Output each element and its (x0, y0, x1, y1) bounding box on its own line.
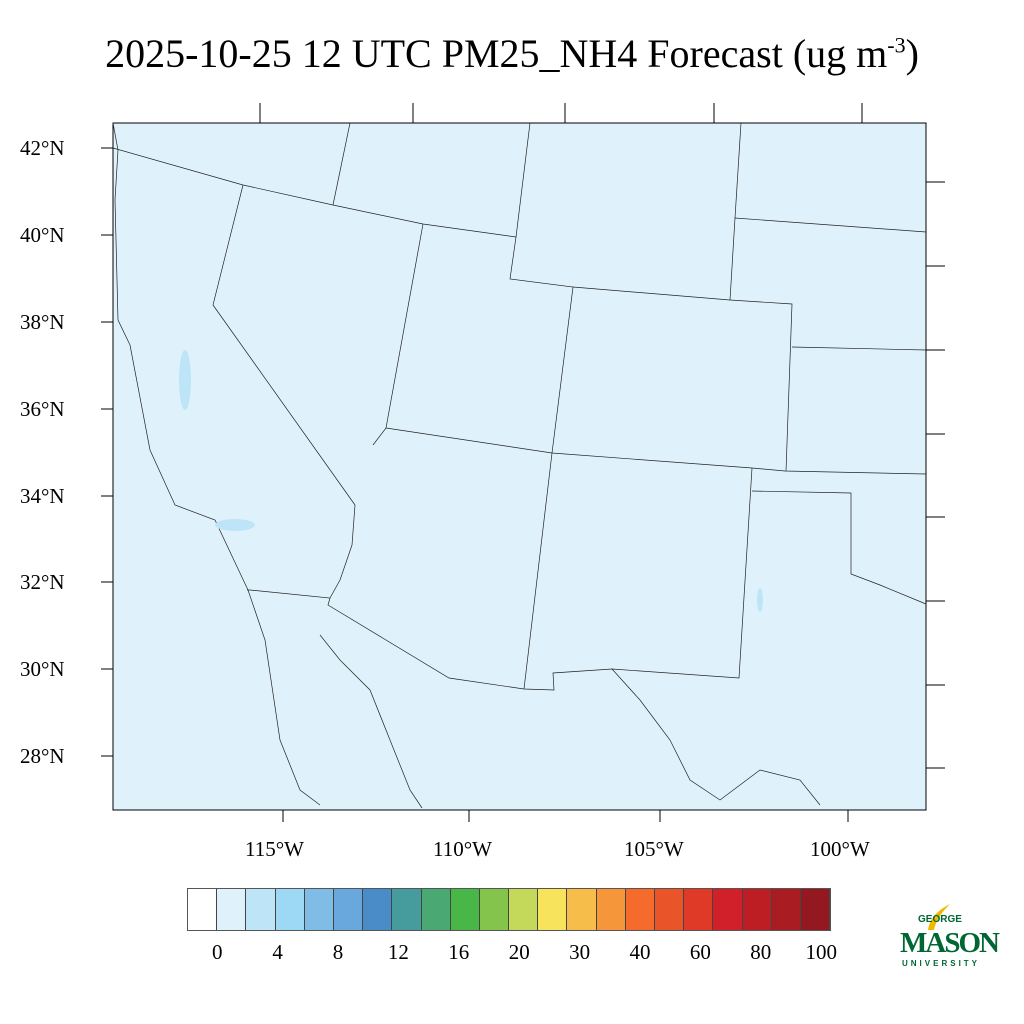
colorbar-swatch (333, 889, 364, 930)
map-title: 2025-10-25 12 UTC PM25_NH4 Forecast (ug … (105, 31, 919, 76)
colorbar-swatch (742, 889, 772, 930)
logo-line2: MASON (900, 927, 1000, 959)
lat-label: 38°N (20, 310, 65, 334)
lon-label: 110°W (433, 837, 492, 861)
lat-label: 32°N (20, 570, 65, 594)
colorbar-label: 20 (508, 940, 530, 964)
lon-label: 105°W (624, 837, 684, 861)
colorbar-swatch (625, 889, 655, 930)
concentration-patches (179, 350, 763, 612)
colorbar-label: 80 (750, 940, 772, 964)
colorbar-label: 12 (387, 940, 409, 964)
lat-label: 30°N (20, 657, 65, 681)
lat-label: 36°N (20, 397, 65, 421)
colorbar (187, 888, 832, 931)
colorbar-swatch (596, 889, 626, 930)
axis-ticks (101, 103, 945, 822)
colorbar-swatch (771, 889, 801, 930)
lat-label: 42°N (20, 136, 65, 160)
colorbar-swatch (684, 889, 714, 930)
colorbar-swatch (421, 889, 451, 930)
colorbar-label: 30 (569, 940, 591, 964)
colorbar-swatch (275, 889, 305, 930)
colorbar-swatch (655, 889, 685, 930)
gmu-logo: GEORGE MASON UNIVERSITY (898, 900, 1002, 968)
colorbar-swatch (800, 889, 831, 930)
colorbar-swatch (217, 889, 247, 930)
colorbar-swatch (479, 889, 510, 930)
colorbar-label: 100 (805, 940, 837, 964)
lon-label: 100°W (810, 837, 870, 861)
colorbar-swatch (392, 889, 422, 930)
colorbar-swatch (304, 889, 334, 930)
colorbar-swatch (363, 889, 393, 930)
logo-line1: GEORGE (918, 914, 962, 925)
lon-label: 115°W (245, 837, 304, 861)
colorbar-swatch (538, 889, 568, 930)
state-borders (112, 122, 927, 809)
colorbar-label: 8 (332, 940, 344, 964)
colorbar-swatch (567, 889, 597, 930)
logo-line3: UNIVERSITY (902, 959, 980, 968)
colorbar-label: 60 (689, 940, 711, 964)
colorbar-label: 4 (272, 940, 283, 964)
colorbar-label: 0 (211, 940, 223, 964)
colorbar-swatch (450, 889, 480, 930)
colorbar-label: 40 (629, 940, 651, 964)
colorbar-swatch (188, 889, 218, 930)
map-frame (112, 122, 927, 811)
colorbar-label: 16 (448, 940, 470, 964)
lat-label: 40°N (20, 223, 65, 247)
colorbar-swatch (246, 889, 276, 930)
colorbar-swatch (713, 889, 743, 930)
lat-label: 28°N (20, 744, 65, 768)
lat-label: 34°N (20, 484, 65, 508)
colorbar-swatch (509, 889, 539, 930)
